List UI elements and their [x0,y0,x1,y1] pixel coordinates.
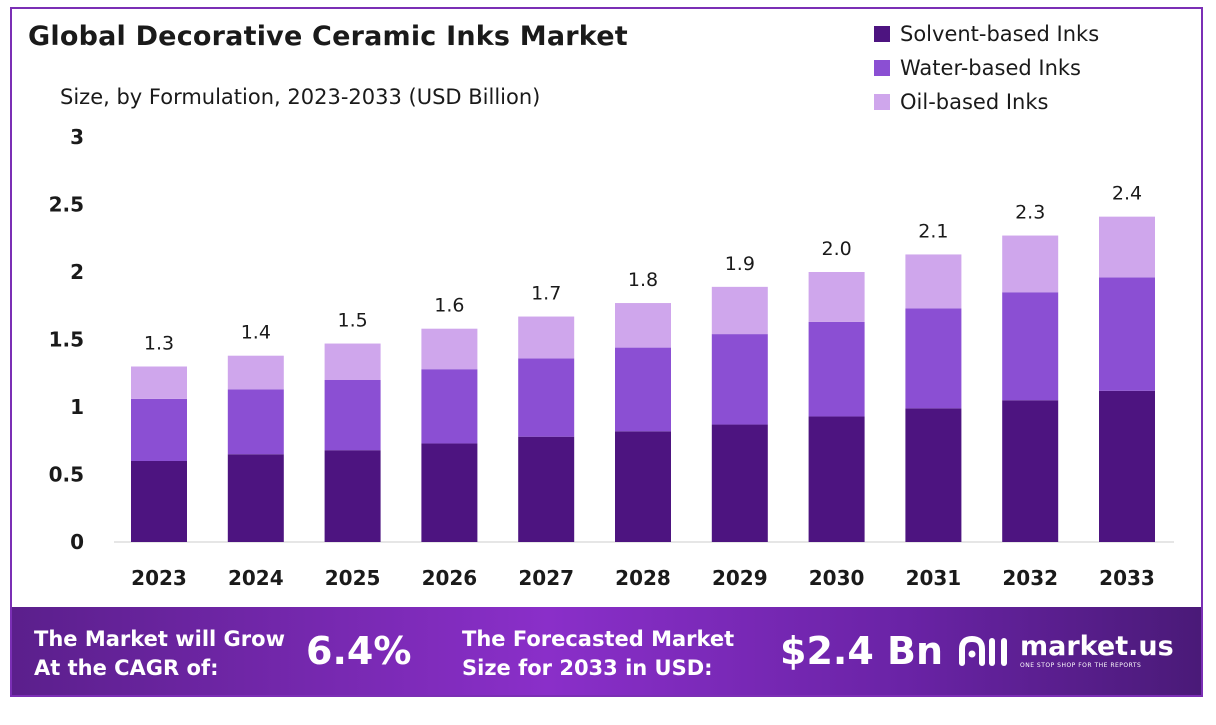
bar-segment-oil [905,254,962,309]
bar-segment-solvent [131,461,187,542]
bar-segment-oil [1002,235,1059,293]
bar-segment-oil [421,328,478,370]
bar-total-label: 1.7 [531,283,561,305]
cagr-label-line2: At the CAGR of: [34,656,219,680]
chart-title: Global Decorative Ceramic Inks Market [28,21,628,52]
legend-swatch-oil [874,94,890,110]
chart-plot: 0 0.5 1 1.5 2 2.5 3 1.3 1.4 1.5 1.6 1.7 1.8 1.9 2.0 2.… [49,125,1174,590]
legend-item-solvent: Solvent-based Inks [874,17,1194,51]
bar-total-label: 2.0 [821,238,851,260]
bar-segment-oil [711,286,768,335]
bar-segment-solvent [518,436,575,542]
x-tick-label: 2024 [228,566,284,590]
bar-segment-water [131,398,187,461]
cagr-label: The Market will Grow At the CAGR of: [34,625,285,683]
x-tick-label: 2023 [131,566,187,590]
y-axis-ticks: 0 0.5 1 1.5 2 2.5 3 [49,125,84,554]
bar-segment-water [1099,277,1155,391]
x-tick-label: 2033 [1099,566,1155,590]
forecast-value: $2.4 Bn [780,629,944,673]
legend-label-solvent: Solvent-based Inks [900,22,1100,46]
market-us-logo-icon [959,635,1007,666]
brand-tagline: ONE STOP SHOP FOR THE REPORTS [1020,662,1142,669]
cagr-value: 6.4% [306,629,412,673]
legend-swatch-water [874,60,890,76]
bar-total-label: 1.3 [144,333,174,355]
x-tick-label: 2029 [712,566,768,590]
bar-total-label: 1.4 [241,322,271,344]
bar-segment-solvent [1099,390,1155,542]
bar-segment-water [1002,292,1059,401]
x-tick-label: 2031 [906,566,962,590]
bar-segment-solvent [1002,400,1059,542]
y-tick-label: 0.5 [49,463,84,487]
bar-total-label: 2.4 [1112,183,1142,205]
chart-frame: Global Decorative Ceramic Inks Market Si… [10,7,1203,697]
bar-total-label: 2.3 [1015,202,1045,224]
bar-total-label: 2.1 [918,220,948,242]
y-tick-label: 1.5 [49,328,84,352]
x-tick-label: 2030 [809,566,865,590]
bar-total-label: 1.9 [725,253,755,275]
y-tick-label: 2.5 [49,193,84,217]
legend-label-water: Water-based Inks [900,56,1081,80]
forecast-label-line1: The Forecasted Market [462,627,735,651]
bar-segment-oil [615,303,671,348]
bar-total-label: 1.5 [337,310,367,332]
summary-banner: The Market will Grow At the CAGR of: 6.4… [12,607,1201,695]
bar-segment-solvent [421,443,478,542]
forecast-label-line2: Size for 2033 in USD: [462,656,713,680]
y-tick-label: 2 [70,260,84,284]
bar-segment-water [711,334,768,425]
x-tick-label: 2032 [1002,566,1058,590]
bar-segment-oil [324,343,381,380]
bar-total-label: 1.8 [628,269,658,291]
bar-segment-solvent [227,454,284,542]
bar-segment-solvent [808,416,865,542]
bars: 1.3 1.4 1.5 1.6 1.7 1.8 1.9 2.0 2.1 2.3 2.4 [131,183,1155,542]
bar-segment-water [324,380,381,451]
legend-swatch-solvent [874,26,890,42]
x-tick-label: 2026 [422,566,478,590]
legend-item-water: Water-based Inks [874,51,1194,85]
brand-text: market.us ONE STOP SHOP FOR THE REPORTS [1020,631,1174,670]
bar-segment-solvent [324,450,381,542]
legend-label-oil: Oil-based Inks [900,90,1049,114]
bar-segment-oil [1099,216,1155,278]
bar-segment-oil [518,316,575,359]
bar-segment-oil [808,272,865,322]
forecast-label: The Forecasted Market Size for 2033 in U… [462,625,734,683]
bar-segment-oil [227,355,284,390]
bar-segment-solvent [615,431,671,542]
cagr-label-line1: The Market will Grow [34,627,285,651]
legend-item-oil: Oil-based Inks [874,85,1194,119]
y-tick-label: 3 [70,125,84,149]
legend: Solvent-based Inks Water-based Inks Oil-… [874,17,1194,119]
bar-segment-oil [131,366,187,399]
x-tick-label: 2027 [518,566,574,590]
bar-segment-water [421,369,478,444]
bar-segment-water [518,358,575,437]
bar-segment-water [905,308,962,409]
bar-segment-water [615,347,671,432]
bar-segment-water [808,321,865,417]
brand: market.us ONE STOP SHOP FOR THE REPORTS [958,633,1174,669]
chart-subtitle: Size, by Formulation, 2023-2033 (USD Bil… [60,85,541,109]
bar-segment-solvent [905,408,962,542]
x-tick-label: 2025 [325,566,381,590]
x-axis-labels: 2023 2024 2025 2026 2027 2028 2029 2030 2031 2032… [131,566,1155,590]
brand-name: market.us [1020,631,1174,662]
bar-segment-water [227,389,284,455]
bar-total-label: 1.6 [434,295,464,317]
y-tick-label: 1 [70,395,84,419]
x-tick-label: 2028 [615,566,671,590]
bar-segment-solvent [711,424,768,542]
y-tick-label: 0 [70,530,84,554]
